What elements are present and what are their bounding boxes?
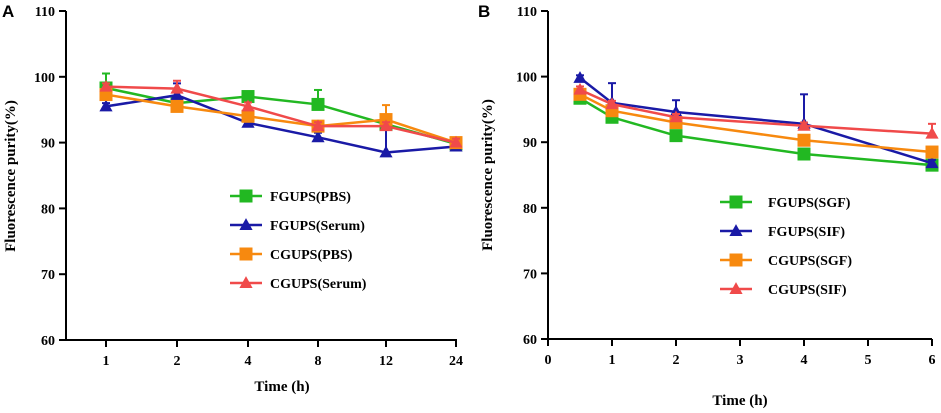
- legend-label: CGUPS(PBS): [270, 248, 353, 263]
- y-tick-label: 70: [523, 267, 537, 282]
- series-cgups-serum: [99, 79, 463, 148]
- data-point: [729, 195, 743, 209]
- x-tick-label: 4: [801, 353, 808, 368]
- series-layer: [573, 71, 939, 172]
- data-point: [99, 79, 113, 92]
- data-point: [925, 145, 939, 159]
- legend-entry: CGUPS(Serum): [230, 276, 367, 292]
- legend-label: FGUPS(PBS): [270, 190, 351, 205]
- axes: 60 70 80 90 100 110 0 1 2 3 4 5 6: [516, 5, 936, 368]
- x-tick-label: 24: [449, 354, 463, 369]
- y-tick-label: 100: [516, 71, 537, 86]
- x-axis-title: Time (h): [254, 379, 309, 395]
- data-point: [449, 135, 463, 148]
- legend-label: FGUPS(SGF): [768, 196, 851, 211]
- data-point: [379, 119, 393, 132]
- panel-letter: A: [2, 2, 14, 21]
- series-fgups-pbs: [99, 72, 463, 151]
- x-tick-label: 2: [174, 354, 181, 369]
- legend-entry: FGUPS(PBS): [230, 189, 351, 205]
- data-point: [99, 99, 113, 112]
- data-point: [170, 99, 184, 113]
- series-fgups-sif: [573, 71, 939, 169]
- data-point: [573, 71, 587, 83]
- y-tick-label: 80: [41, 202, 55, 217]
- data-point: [797, 147, 811, 161]
- y-tick-label: 90: [523, 136, 537, 151]
- x-tick-label: 8: [315, 354, 322, 369]
- chart-panel-b: B 60 70 80 90 100 110 0 1 2 3 4 5 6 Time (h) Fluores…: [478, 2, 939, 409]
- x-tick-label: 4: [245, 354, 252, 369]
- data-point: [170, 81, 184, 94]
- legend-entry: FGUPS(SIF): [720, 224, 845, 240]
- legend-label: CGUPS(Serum): [270, 277, 367, 292]
- x-tick-label: 6: [929, 353, 936, 368]
- legend-label: CGUPS(SGF): [768, 254, 852, 269]
- data-point: [239, 247, 253, 261]
- series-cgups-sif: [573, 82, 939, 139]
- data-point: [311, 130, 325, 143]
- panel-letter: B: [478, 2, 490, 21]
- series-line: [579, 76, 933, 165]
- series-line: [105, 85, 457, 144]
- data-point: [605, 97, 619, 110]
- legend-label: FGUPS(SIF): [768, 225, 845, 240]
- x-tick-label: 12: [379, 354, 393, 369]
- data-point: [239, 218, 253, 230]
- x-tick-label: 3: [737, 353, 744, 368]
- data-point: [925, 156, 939, 169]
- legend-label: CGUPS(SIF): [768, 283, 847, 298]
- legend-entry: FGUPS(SGF): [720, 195, 851, 211]
- series-layer: [99, 72, 463, 158]
- legend-entry: CGUPS(SGF): [720, 253, 852, 269]
- data-point: [239, 276, 253, 288]
- y-tick-label: 80: [523, 202, 537, 217]
- y-tick-label: 60: [41, 334, 55, 349]
- legend-entry: CGUPS(PBS): [230, 247, 353, 263]
- series-line: [105, 86, 457, 146]
- data-point: [729, 253, 743, 267]
- y-tick-label: 110: [517, 5, 537, 20]
- legend-entry: FGUPS(Serum): [230, 218, 365, 234]
- legend: FGUPS(PBS) FGUPS(Serum) CGUPS(PBS) CGUPS(Se…: [230, 189, 367, 292]
- data-point: [925, 126, 939, 139]
- data-point: [241, 90, 255, 104]
- y-axis-title: Fluorescence purity(%): [3, 100, 19, 252]
- y-tick-label: 70: [41, 268, 55, 283]
- y-axis-title: Fluorescence purity(%): [480, 99, 496, 251]
- data-point: [170, 88, 184, 101]
- legend: FGUPS(SGF) FGUPS(SIF) CGUPS(SGF) CGUPS(SIF): [720, 195, 852, 298]
- x-tick-label: 5: [865, 353, 872, 368]
- x-axis-title: Time (h): [712, 393, 767, 409]
- data-point: [241, 99, 255, 112]
- y-tick-label: 60: [523, 333, 537, 348]
- data-point: [573, 82, 587, 95]
- x-tick-label: 0: [545, 353, 552, 368]
- data-point: [241, 109, 255, 123]
- data-point: [239, 189, 253, 203]
- series-line: [579, 88, 933, 135]
- y-tick-label: 90: [41, 137, 55, 152]
- y-tick-label: 100: [34, 71, 55, 86]
- data-point: [311, 97, 325, 111]
- data-point: [669, 129, 683, 143]
- series-line: [105, 93, 457, 144]
- x-tick-label: 1: [609, 353, 616, 368]
- data-point: [729, 282, 743, 294]
- data-point: [669, 110, 683, 123]
- x-tick-label: 2: [673, 353, 680, 368]
- data-point: [797, 133, 811, 147]
- series-line: [105, 93, 457, 154]
- x-tick-label: 1: [103, 354, 110, 369]
- data-point: [379, 145, 393, 158]
- legend-label: FGUPS(Serum): [270, 219, 365, 234]
- data-point: [797, 118, 811, 131]
- data-point: [311, 119, 325, 132]
- data-point: [729, 224, 743, 236]
- legend-entry: CGUPS(SIF): [720, 282, 847, 298]
- y-tick-label: 110: [35, 5, 55, 20]
